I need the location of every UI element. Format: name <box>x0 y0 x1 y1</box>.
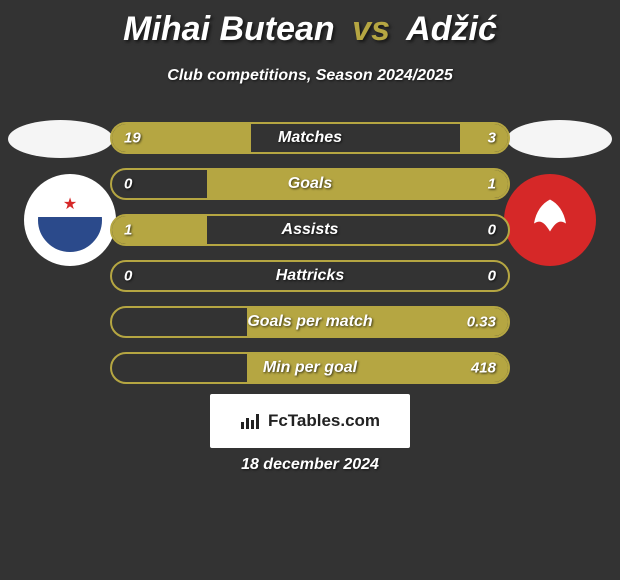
stat-bar-row: 10Assists <box>110 214 510 246</box>
eagle-icon <box>528 194 572 247</box>
player2-name: Adžić <box>406 10 497 48</box>
date: 18 december 2024 <box>0 456 620 474</box>
stat-bar-row: 0.33Goals per match <box>110 306 510 338</box>
right-crest-shadow <box>507 120 612 158</box>
stat-bars: 193Matches 01Goals 10Assists 00Hattricks 0.3… <box>110 122 510 398</box>
watermark: FcTables.com <box>210 394 410 448</box>
bar-label: Min per goal <box>112 359 508 377</box>
stat-bar-row: 418Min per goal <box>110 352 510 384</box>
subtitle: Club competitions, Season 2024/2025 <box>0 67 620 85</box>
bar-label: Hattricks <box>112 267 508 285</box>
bar-label: Goals per match <box>112 313 508 331</box>
bar-label: Assists <box>112 221 508 239</box>
stat-bar-row: 01Goals <box>110 168 510 200</box>
bar-label: Goals <box>112 175 508 193</box>
left-team-crest: ★ <box>24 174 116 266</box>
player1-name: Mihai Butean <box>123 10 335 48</box>
vs-text: vs <box>352 10 390 48</box>
star-icon: ★ <box>63 194 77 214</box>
chart-icon <box>240 412 262 430</box>
stat-bar-row: 193Matches <box>110 122 510 154</box>
bar-label: Matches <box>112 129 508 147</box>
right-team-crest <box>504 174 596 266</box>
comparison-title: Mihai Butean vs Adžić <box>0 0 620 49</box>
left-crest-shadow <box>8 120 113 158</box>
stat-bar-row: 00Hattricks <box>110 260 510 292</box>
watermark-text: FcTables.com <box>268 411 380 431</box>
